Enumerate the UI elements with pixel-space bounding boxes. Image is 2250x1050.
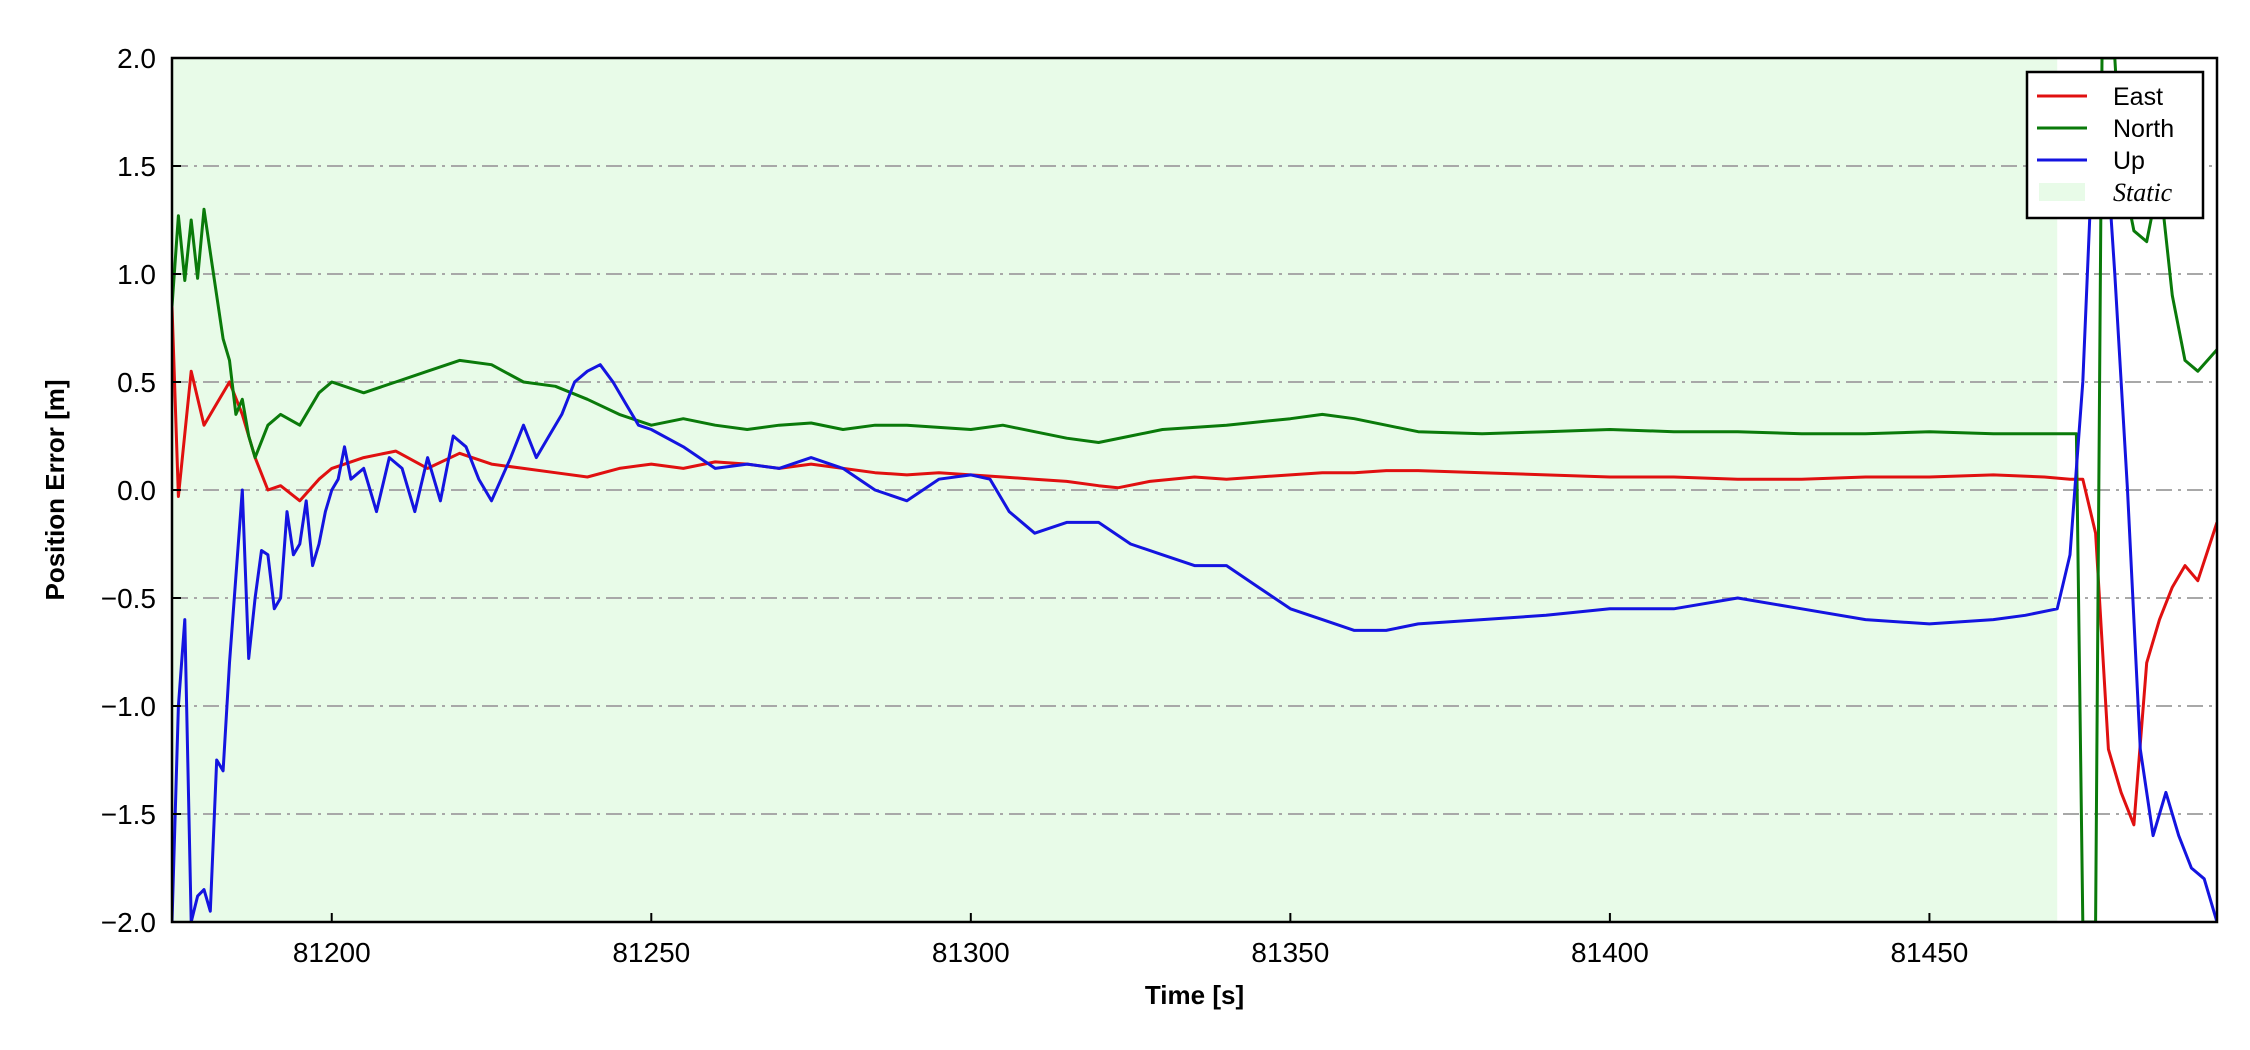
x-axis-label: Time [s] — [1145, 980, 1244, 1010]
series-lines — [172, 58, 2217, 922]
x-tick-label: 81300 — [932, 937, 1010, 968]
y-tick-label: 1.0 — [117, 259, 156, 290]
y-tick-label: −1.5 — [101, 799, 156, 830]
y-tick-label: 0.5 — [117, 367, 156, 398]
x-tick-label: 81450 — [1890, 937, 1968, 968]
x-tick-label: 81250 — [612, 937, 690, 968]
y-tick-label: −2.0 — [101, 907, 156, 938]
legend-label-up: Up — [2113, 147, 2145, 175]
legend: East North Up Static — [2025, 70, 2205, 220]
legend-swatch-static — [2039, 183, 2085, 201]
series-line-north — [172, 58, 2217, 922]
y-tick-label: 1.5 — [117, 151, 156, 182]
y-tick-label: 0.0 — [117, 475, 156, 506]
y-tick-label: 2.0 — [117, 43, 156, 74]
legend-label-east: East — [2113, 83, 2163, 111]
x-tick-label: 81350 — [1251, 937, 1329, 968]
y-axis-ticks: −2.0 −1.5 −1.0 −0.5 0.0 0.5 1.0 1.5 2.0 — [101, 43, 181, 938]
x-axis-ticks: 81200 81250 81300 81350 81400 81450 — [293, 913, 1968, 968]
series-line-east — [172, 306, 2217, 827]
series-line-up — [172, 78, 2217, 922]
x-tick-label: 81200 — [293, 937, 371, 968]
y-tick-label: −0.5 — [101, 583, 156, 614]
legend-label-static: Static — [2113, 178, 2173, 207]
y-tick-label: −1.0 — [101, 691, 156, 722]
x-tick-label: 81400 — [1571, 937, 1649, 968]
y-axis-label: Position Error [m] — [40, 379, 70, 600]
legend-label-north: North — [2113, 115, 2174, 143]
